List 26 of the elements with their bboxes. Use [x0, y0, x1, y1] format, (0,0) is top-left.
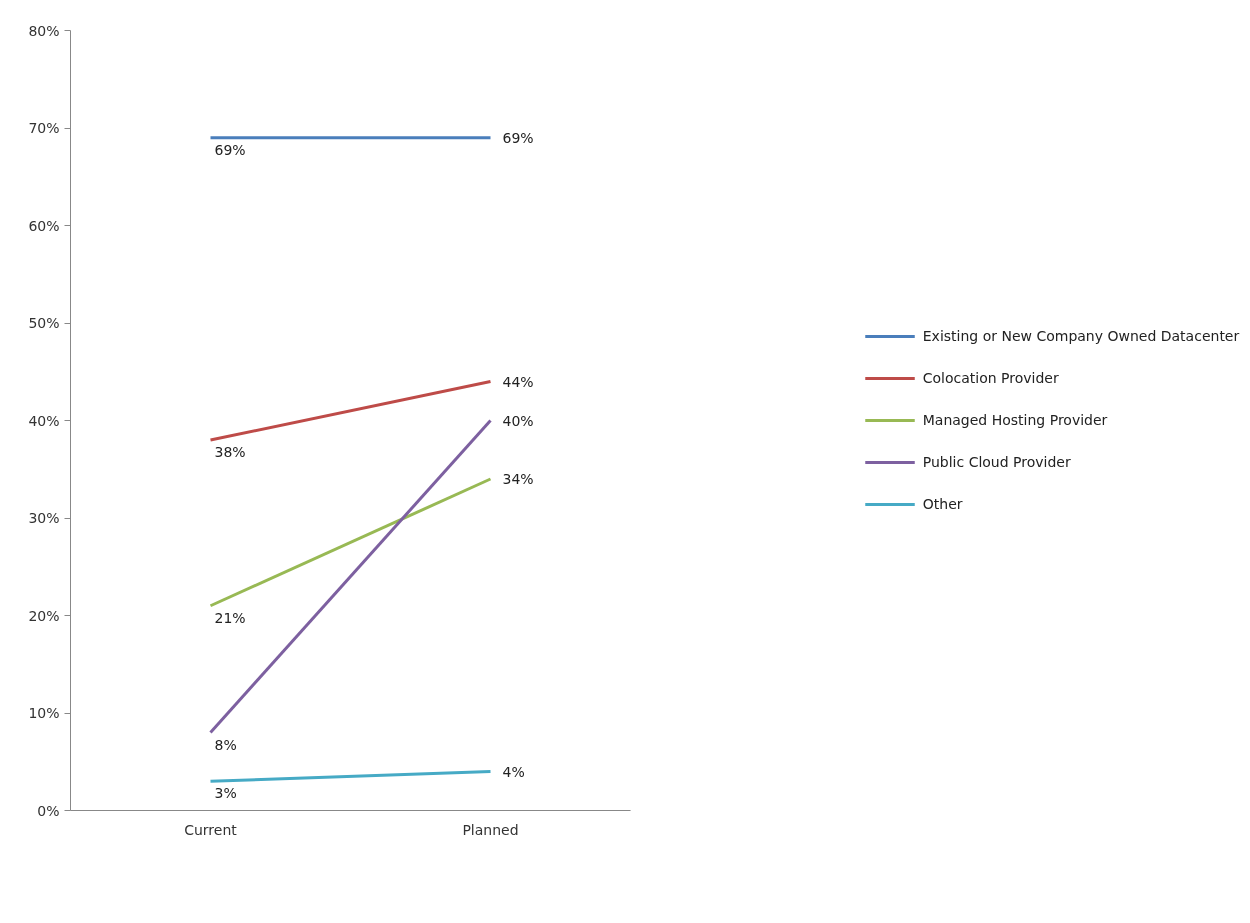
data-label: 69% — [214, 141, 246, 158]
y-tick-label: 60% — [28, 217, 60, 234]
data-label: 8% — [214, 736, 237, 753]
y-tick-label: 20% — [28, 607, 60, 624]
data-label: 40% — [502, 412, 534, 429]
x-tick-label: Planned — [462, 821, 519, 838]
data-label: 4% — [502, 763, 525, 780]
y-tick-label: 80% — [28, 22, 60, 39]
legend-label: Existing or New Company Owned Datacenter — [922, 328, 1240, 344]
data-label: 21% — [214, 609, 246, 626]
y-tick-label: 70% — [28, 120, 60, 136]
data-label: 38% — [214, 444, 246, 460]
x-tick-label: Current — [184, 821, 238, 838]
legend-label: Public Cloud Provider — [922, 454, 1071, 470]
data-label: 3% — [214, 785, 237, 802]
y-tick-label: 50% — [28, 315, 60, 331]
legend-label: Colocation Provider — [922, 370, 1059, 386]
y-tick-label: 0% — [37, 802, 60, 819]
legend-label: Managed Hosting Provider — [922, 412, 1108, 428]
data-label: 34% — [502, 471, 534, 487]
legend-label: Other — [922, 496, 963, 512]
y-tick-label: 30% — [28, 510, 60, 526]
data-label: 69% — [502, 129, 534, 146]
data-label: 44% — [502, 373, 534, 390]
y-tick-label: 10% — [28, 705, 60, 721]
y-tick-label: 40% — [28, 412, 60, 429]
